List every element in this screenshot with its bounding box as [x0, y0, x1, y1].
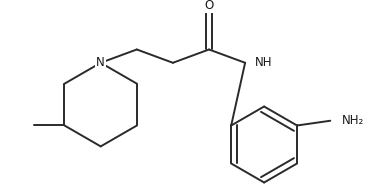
Text: N: N: [96, 56, 105, 69]
Text: O: O: [204, 0, 214, 12]
Text: NH₂: NH₂: [342, 114, 364, 127]
Text: NH: NH: [254, 56, 272, 69]
